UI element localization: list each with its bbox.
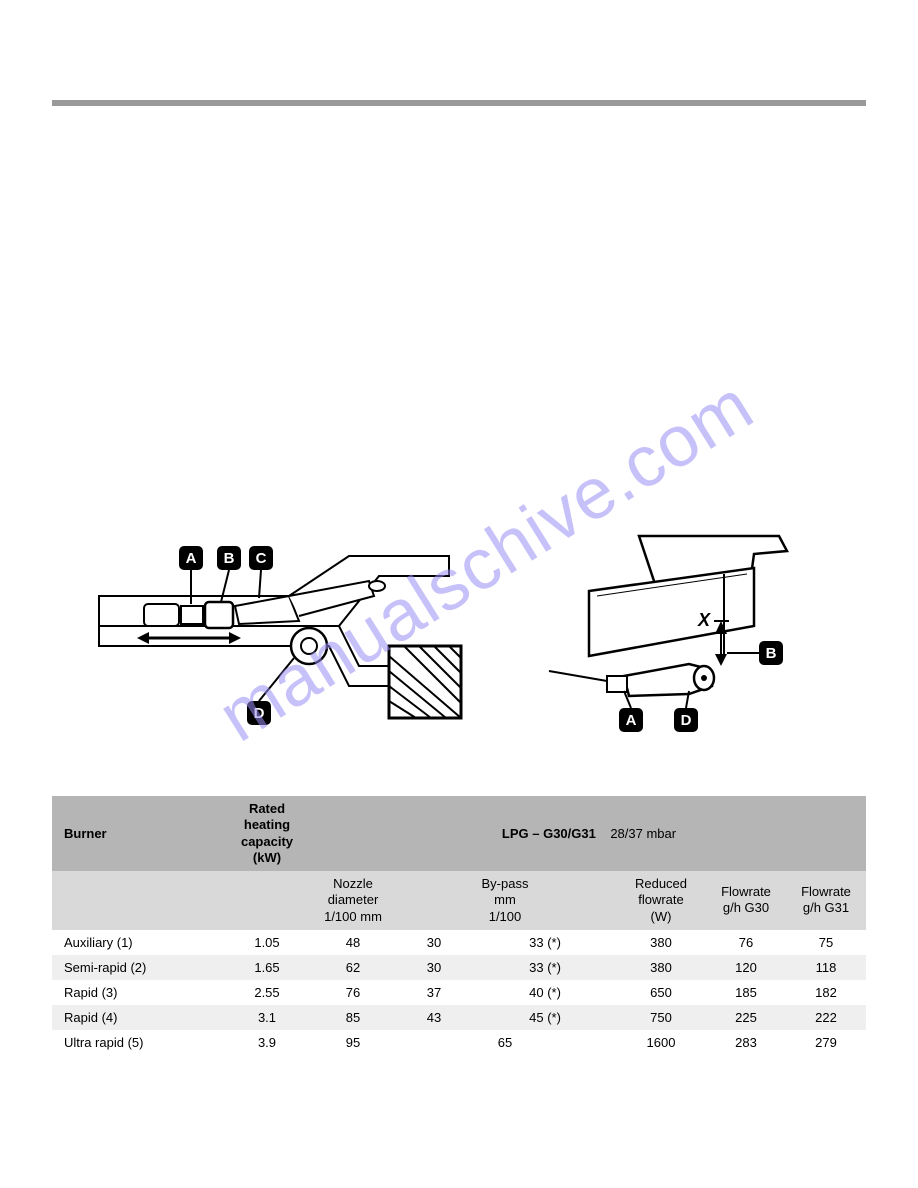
cell: 33 (*) bbox=[474, 955, 616, 980]
th-g30: Flowrate g/h G30 bbox=[706, 871, 786, 930]
cell: 222 bbox=[786, 1005, 866, 1030]
cell: 3.1 bbox=[222, 1005, 312, 1030]
cell: Ultra rapid (5) bbox=[52, 1030, 222, 1055]
label-c: C bbox=[256, 550, 267, 567]
cell: 185 bbox=[706, 980, 786, 1005]
table-row: Rapid (3)2.55763740 (*)650185182 bbox=[52, 980, 866, 1005]
th-lpg: LPG – G30/G31 28/37 mbar bbox=[312, 796, 866, 871]
cell: 48 bbox=[312, 930, 394, 955]
th-g31: Flowrate g/h G31 bbox=[786, 871, 866, 930]
cell: 380 bbox=[616, 955, 706, 980]
cell: 650 bbox=[616, 980, 706, 1005]
burner-table: Burner Rated heating capacity (kW) LPG –… bbox=[52, 796, 866, 1055]
label-b2: B bbox=[766, 645, 777, 662]
th-reduced: Reduced flowrate (W) bbox=[616, 871, 706, 930]
cell: 43 bbox=[394, 1005, 474, 1030]
cell: 120 bbox=[706, 955, 786, 980]
cell: 45 (*) bbox=[474, 1005, 616, 1030]
horizontal-rule bbox=[52, 100, 866, 106]
th-burner: Burner bbox=[52, 796, 222, 871]
cell: Semi-rapid (2) bbox=[52, 955, 222, 980]
table-row: Auxiliary (1)1.05483033 (*)3807675 bbox=[52, 930, 866, 955]
cell: 76 bbox=[706, 930, 786, 955]
cell: 85 bbox=[312, 1005, 394, 1030]
th-bypass: By-pass mm 1/100 bbox=[394, 871, 616, 930]
lpg-note: 28/37 mbar bbox=[610, 826, 676, 841]
table-row: Rapid (4)3.1854345 (*)750225222 bbox=[52, 1005, 866, 1030]
th-blank2 bbox=[222, 871, 312, 930]
cell: 3.9 bbox=[222, 1030, 312, 1055]
cell: 30 bbox=[394, 930, 474, 955]
th-blank1 bbox=[52, 871, 222, 930]
cell: 30 bbox=[394, 955, 474, 980]
label-b: B bbox=[224, 550, 235, 567]
cell: 33 (*) bbox=[474, 930, 616, 955]
cell: Auxiliary (1) bbox=[52, 930, 222, 955]
table-body: Auxiliary (1)1.05483033 (*)3807675Semi-r… bbox=[52, 930, 866, 1055]
cell: 1.65 bbox=[222, 955, 312, 980]
cell: 62 bbox=[312, 955, 394, 980]
cell: 182 bbox=[786, 980, 866, 1005]
th-capacity: Rated heating capacity (kW) bbox=[222, 796, 312, 871]
cell: Rapid (3) bbox=[52, 980, 222, 1005]
th-nozzle: Nozzle diameter 1/100 mm bbox=[312, 871, 394, 930]
cell: 380 bbox=[616, 930, 706, 955]
cell: 95 bbox=[312, 1030, 394, 1055]
label-d2: D bbox=[681, 712, 692, 729]
cell: 76 bbox=[312, 980, 394, 1005]
cell: 75 bbox=[786, 930, 866, 955]
cell: 225 bbox=[706, 1005, 786, 1030]
table-row: Ultra rapid (5)3.995651600283279 bbox=[52, 1030, 866, 1055]
label-d: D bbox=[254, 705, 265, 722]
diagram-left: A B C D bbox=[89, 526, 509, 746]
cell: 37 bbox=[394, 980, 474, 1005]
diagram-row: A B C D X bbox=[52, 526, 866, 746]
cell: 1.05 bbox=[222, 930, 312, 955]
cell: 1600 bbox=[616, 1030, 706, 1055]
cell: 750 bbox=[616, 1005, 706, 1030]
diagram-right: X B A D bbox=[529, 526, 829, 746]
cell: 279 bbox=[786, 1030, 866, 1055]
cell: 40 (*) bbox=[474, 980, 616, 1005]
table-row: Semi-rapid (2)1.65623033 (*)380120118 bbox=[52, 955, 866, 980]
cell: 2.55 bbox=[222, 980, 312, 1005]
cell: Rapid (4) bbox=[52, 1005, 222, 1030]
label-a: A bbox=[186, 550, 197, 567]
label-x: X bbox=[697, 610, 711, 630]
label-a2: A bbox=[626, 712, 637, 729]
cell: 65 bbox=[394, 1030, 616, 1055]
cell: 118 bbox=[786, 955, 866, 980]
lpg-bold: LPG – G30/G31 bbox=[502, 826, 596, 841]
cell: 283 bbox=[706, 1030, 786, 1055]
